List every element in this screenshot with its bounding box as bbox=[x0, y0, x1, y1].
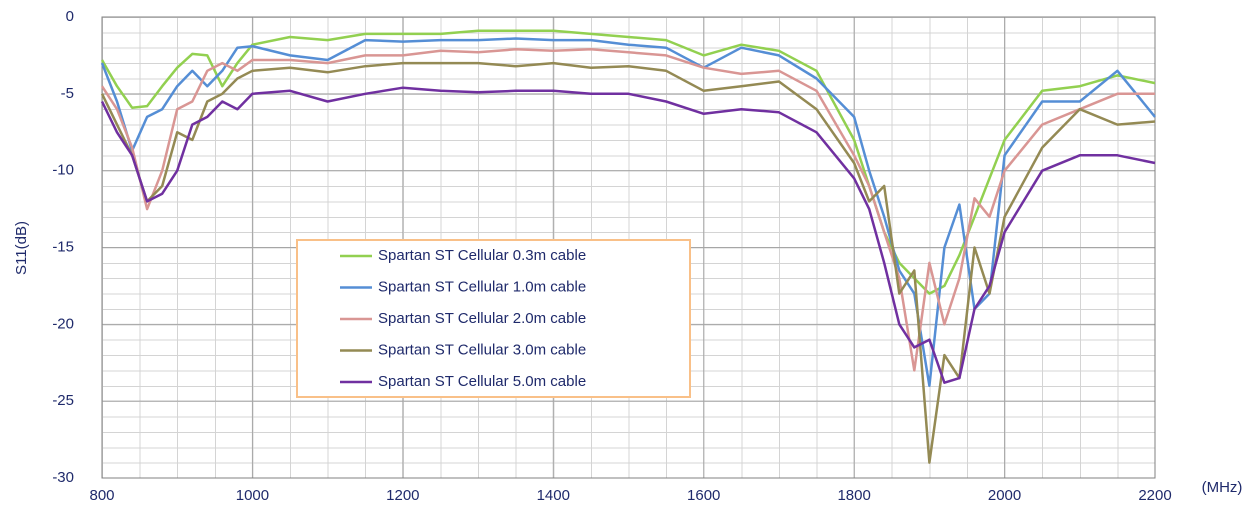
y-tick-label: -10 bbox=[52, 162, 74, 179]
y-tick-label: -25 bbox=[52, 392, 74, 409]
series-line bbox=[100, 61, 1156, 464]
y-tick-label: -30 bbox=[52, 469, 74, 486]
plot-border bbox=[101, 16, 1156, 479]
x-tick-label: 1400 bbox=[537, 487, 570, 504]
legend-label: Spartan ST Cellular 2.0m cable bbox=[378, 310, 586, 327]
legend-label: Spartan ST Cellular 5.0m cable bbox=[378, 373, 586, 390]
x-tick-label: 2000 bbox=[988, 487, 1021, 504]
y-axis-label: S11(dB) bbox=[13, 221, 30, 275]
legend-label: Spartan ST Cellular 3.0m cable bbox=[378, 341, 586, 358]
y-tick-label: -15 bbox=[52, 238, 74, 255]
x-tick-label: 1000 bbox=[236, 487, 269, 504]
y-tick-label: -5 bbox=[61, 85, 74, 102]
y-tick-label: -20 bbox=[52, 315, 74, 332]
legend: Spartan ST Cellular 0.3m cable Spartan ST… bbox=[296, 239, 691, 398]
y-tick-label: 0 bbox=[66, 8, 74, 25]
legend-label: Spartan ST Cellular 1.0m cable bbox=[378, 278, 586, 295]
series-line bbox=[100, 86, 1156, 384]
legend-label: Spartan ST Cellular 0.3m cable bbox=[378, 247, 586, 264]
x-axis-label: (MHz) bbox=[1202, 479, 1243, 496]
x-tick-label: 800 bbox=[89, 487, 114, 504]
x-tick-label: 1200 bbox=[386, 487, 419, 504]
series-line bbox=[100, 48, 1155, 372]
x-tick-label: 1800 bbox=[837, 487, 870, 504]
x-tick-label: 2200 bbox=[1138, 487, 1171, 504]
x-tick-label: 1600 bbox=[687, 487, 720, 504]
